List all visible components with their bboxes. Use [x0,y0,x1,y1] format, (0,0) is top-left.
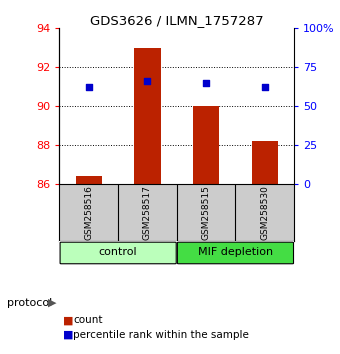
Bar [193,106,219,183]
Point [262,84,268,89]
Point [86,84,91,89]
Bar [75,176,102,183]
Bar [134,48,161,183]
Text: protocol: protocol [7,298,52,308]
Point [203,80,209,85]
Text: MIF depletion: MIF depletion [198,247,273,257]
Point [145,78,150,84]
FancyBboxPatch shape [177,242,293,264]
Text: GSM258515: GSM258515 [202,185,210,240]
Text: ■: ■ [63,315,73,325]
Text: percentile rank within the sample: percentile rank within the sample [73,330,249,339]
Title: GDS3626 / ILMN_1757287: GDS3626 / ILMN_1757287 [90,14,264,27]
Text: count: count [73,315,103,325]
Text: GSM258517: GSM258517 [143,185,152,240]
Text: ▶: ▶ [49,298,57,308]
Bar [252,141,278,183]
Text: GSM258530: GSM258530 [260,185,269,240]
Text: ■: ■ [63,330,73,339]
Text: control: control [99,247,137,257]
Text: GSM258516: GSM258516 [84,185,93,240]
FancyBboxPatch shape [60,242,176,264]
